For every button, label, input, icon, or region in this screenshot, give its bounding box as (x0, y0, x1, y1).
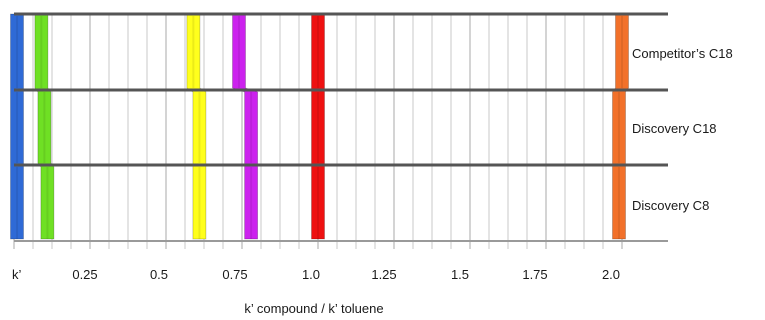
band-series-6 (612, 13, 629, 240)
x-axis-title: k’ compound / k’ toluene (244, 301, 383, 316)
band-series-5 (311, 13, 325, 240)
x-tick-label: 0.5 (150, 267, 168, 282)
row-label-discovery-c8: Discovery C8 (632, 198, 709, 213)
x-tick-label: 2.0 (602, 267, 620, 282)
x-tick-label: 0.25 (72, 267, 97, 282)
row-labels: Competitor’s C18 Discovery C18 Discovery… (632, 46, 733, 213)
band-series-1 (10, 13, 24, 240)
x-tick-label: 0.75 (222, 267, 247, 282)
band-series-3 (186, 13, 207, 240)
x-tick-label: 1.25 (371, 267, 396, 282)
row-lines (14, 12, 668, 242)
x-tick-label: k’ (12, 267, 22, 282)
x-tick-label: 1.75 (522, 267, 547, 282)
band-series-4 (232, 13, 259, 240)
row-label-competitor-c18: Competitor’s C18 (632, 46, 733, 61)
x-tick-label: 1.0 (302, 267, 320, 282)
x-tick-label: 1.5 (451, 267, 469, 282)
band-series-2 (34, 13, 55, 240)
row-label-discovery-c18: Discovery C18 (632, 121, 717, 136)
x-tick-labels: k’ 0.25 0.5 0.75 1.0 1.25 1.5 1.75 2.0 (12, 267, 620, 282)
compound-bands (10, 13, 629, 240)
